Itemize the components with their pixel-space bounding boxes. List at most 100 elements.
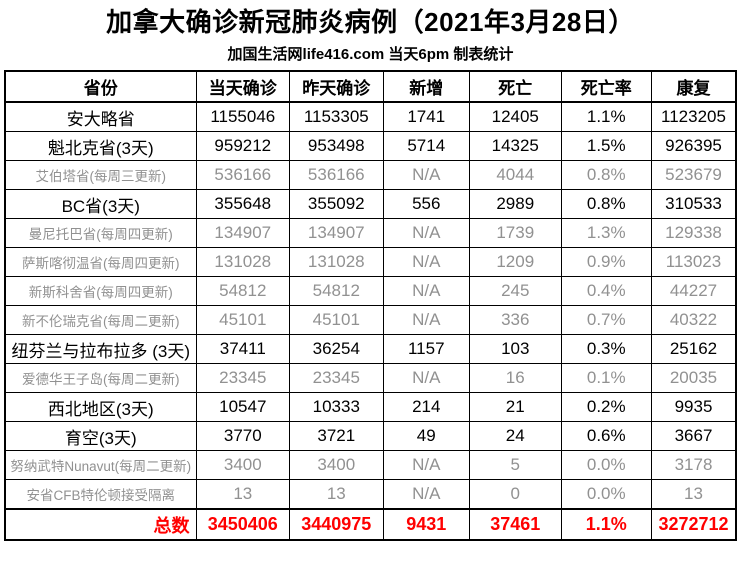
- table-row: 纽芬兰与拉布拉多 (3天) 37411 36254 1157 103 0.3% 25162: [4, 334, 737, 364]
- death-rate-cell: 0.9%: [560, 247, 652, 277]
- deaths-cell: 5: [469, 450, 562, 480]
- today-confirmed-cell: 355648: [195, 189, 291, 219]
- page-title: 加拿大确诊新冠肺炎病例（2021年3月28日）: [106, 7, 635, 37]
- table-row: BC省(3天) 355648 355092 556 2989 0.8% 310533: [4, 189, 737, 219]
- deaths-cell: 21: [469, 392, 562, 422]
- yesterday-confirmed-cell: 3721: [289, 421, 384, 451]
- recovered-cell: 523679: [650, 160, 737, 190]
- death-rate-cell: 0.7%: [560, 305, 652, 335]
- death-rate-cell: 0.0%: [560, 479, 652, 510]
- col-header-province: 省份: [4, 70, 197, 103]
- yesterday-confirmed-cell: 23345: [289, 363, 384, 393]
- death-rate-cell: 0.8%: [560, 189, 652, 219]
- yesterday-confirmed-cell: 355092: [289, 189, 384, 219]
- recovered-cell: 1123205: [650, 101, 737, 132]
- yesterday-confirmed-cell: 1153305: [289, 101, 384, 132]
- table-row: 安省CFB特伦顿接受隔离 13 13 N/A 0 0.0% 13: [4, 479, 737, 510]
- today-confirmed-cell: 536166: [195, 160, 291, 190]
- new-cases-cell: N/A: [382, 363, 471, 393]
- deaths-cell: 1209: [469, 247, 562, 277]
- province-cell: 萨斯喀彻温省(每周四更新): [4, 247, 197, 277]
- today-confirmed-cell: 131028: [195, 247, 291, 277]
- province-cell: 努纳武特Nunavut(每周二更新): [4, 450, 197, 480]
- covid-stats-table: 省份 当天确诊 昨天确诊 新增 死亡 死亡率 康复 安大略省 1155046 115…: [4, 70, 737, 541]
- new-cases-cell: N/A: [382, 247, 471, 277]
- deaths-cell: 2989: [469, 189, 562, 219]
- death-rate-cell: 1.1%: [560, 101, 652, 132]
- province-cell: 新不伦瑞克省(每周二更新): [4, 305, 197, 335]
- new-cases-cell: N/A: [382, 218, 471, 248]
- yesterday-confirmed-cell: 3400: [289, 450, 384, 480]
- province-cell: 安省CFB特伦顿接受隔离: [4, 479, 197, 510]
- deaths-cell: 4044: [469, 160, 562, 190]
- today-confirmed-cell: 3770: [195, 421, 291, 451]
- death-rate-cell: 0.2%: [560, 392, 652, 422]
- province-cell: 曼尼托巴省(每周四更新): [4, 218, 197, 248]
- total-today-confirmed: 3450406: [195, 508, 291, 541]
- death-rate-cell: 0.8%: [560, 160, 652, 190]
- province-cell: BC省(3天): [4, 189, 197, 219]
- new-cases-cell: 49: [382, 421, 471, 451]
- new-cases-cell: 5714: [382, 131, 471, 161]
- recovered-cell: 3667: [650, 421, 737, 451]
- table-row: 安大略省 1155046 1153305 1741 12405 1.1% 1123205: [4, 101, 737, 132]
- table-header-row: 省份 当天确诊 昨天确诊 新增 死亡 死亡率 康复: [4, 70, 737, 103]
- new-cases-cell: N/A: [382, 479, 471, 510]
- new-cases-cell: N/A: [382, 160, 471, 190]
- page-subtitle: 加国生活网life416.com 当天6pm 制表统计: [227, 46, 514, 63]
- province-cell: 安大略省: [4, 101, 197, 132]
- col-header-new-cases: 新增: [382, 70, 471, 103]
- yesterday-confirmed-cell: 131028: [289, 247, 384, 277]
- death-rate-cell: 0.0%: [560, 450, 652, 480]
- total-yesterday-confirmed: 3440975: [289, 508, 384, 541]
- total-label: 总数: [4, 508, 197, 541]
- recovered-cell: 3178: [650, 450, 737, 480]
- table-row: 新不伦瑞克省(每周二更新) 45101 45101 N/A 336 0.7% 40322: [4, 305, 737, 335]
- table-row: 萨斯喀彻温省(每周四更新) 131028 131028 N/A 1209 0.9% 1130…: [4, 247, 737, 277]
- today-confirmed-cell: 134907: [195, 218, 291, 248]
- recovered-cell: 20035: [650, 363, 737, 393]
- new-cases-cell: 1741: [382, 101, 471, 132]
- today-confirmed-cell: 10547: [195, 392, 291, 422]
- today-confirmed-cell: 54812: [195, 276, 291, 306]
- today-confirmed-cell: 13: [195, 479, 291, 510]
- yesterday-confirmed-cell: 13: [289, 479, 384, 510]
- new-cases-cell: N/A: [382, 276, 471, 306]
- province-cell: 爱德华王子岛(每周二更新): [4, 363, 197, 393]
- province-cell: 西北地区(3天): [4, 392, 197, 422]
- recovered-cell: 13: [650, 479, 737, 510]
- today-confirmed-cell: 3400: [195, 450, 291, 480]
- table-row: 魁北克省(3天) 959212 953498 5714 14325 1.5% 926395: [4, 131, 737, 161]
- table-row: 西北地区(3天) 10547 10333 214 21 0.2% 9935: [4, 392, 737, 422]
- deaths-cell: 12405: [469, 101, 562, 132]
- total-deaths: 37461: [469, 508, 562, 541]
- table-row: 新斯科舍省(每周四更新) 54812 54812 N/A 245 0.4% 44227: [4, 276, 737, 306]
- new-cases-cell: N/A: [382, 305, 471, 335]
- recovered-cell: 9935: [650, 392, 737, 422]
- province-cell: 魁北克省(3天): [4, 131, 197, 161]
- deaths-cell: 245: [469, 276, 562, 306]
- recovered-cell: 129338: [650, 218, 737, 248]
- total-recovered: 3272712: [650, 508, 737, 541]
- today-confirmed-cell: 1155046: [195, 101, 291, 132]
- deaths-cell: 24: [469, 421, 562, 451]
- table-row: 育空(3天) 3770 3721 49 24 0.6% 3667: [4, 421, 737, 451]
- deaths-cell: 0: [469, 479, 562, 510]
- total-row: 总数 3450406 3440975 9431 37461 1.1% 32727…: [4, 508, 737, 541]
- new-cases-cell: 214: [382, 392, 471, 422]
- province-cell: 艾伯塔省(每周三更新): [4, 160, 197, 190]
- col-header-recovered: 康复: [650, 70, 737, 103]
- deaths-cell: 16: [469, 363, 562, 393]
- death-rate-cell: 1.3%: [560, 218, 652, 248]
- recovered-cell: 25162: [650, 334, 737, 364]
- new-cases-cell: N/A: [382, 450, 471, 480]
- yesterday-confirmed-cell: 10333: [289, 392, 384, 422]
- new-cases-cell: 556: [382, 189, 471, 219]
- table-row: 爱德华王子岛(每周二更新) 23345 23345 N/A 16 0.1% 20035: [4, 363, 737, 393]
- death-rate-cell: 0.1%: [560, 363, 652, 393]
- col-header-death-rate: 死亡率: [560, 70, 652, 103]
- table-row: 努纳武特Nunavut(每周二更新) 3400 3400 N/A 5 0.0% 3178: [4, 450, 737, 480]
- table-row: 曼尼托巴省(每周四更新) 134907 134907 N/A 1739 1.3% 12933…: [4, 218, 737, 248]
- col-header-yesterday-confirmed: 昨天确诊: [289, 70, 384, 103]
